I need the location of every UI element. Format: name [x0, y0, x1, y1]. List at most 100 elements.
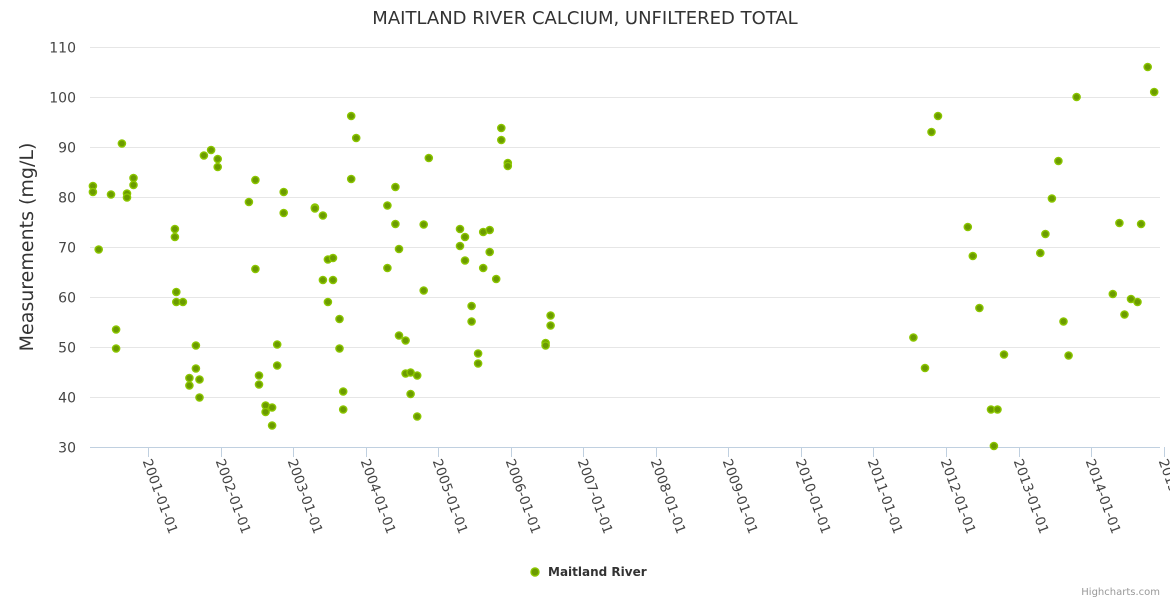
- data-point[interactable]: [213, 162, 222, 172]
- data-point[interactable]: [968, 251, 978, 261]
- data-point[interactable]: [496, 123, 506, 133]
- data-point[interactable]: [546, 321, 555, 330]
- data-point[interactable]: [467, 301, 476, 311]
- data-point[interactable]: [412, 412, 422, 421]
- data-point[interactable]: [1136, 219, 1146, 229]
- data-point[interactable]: [993, 405, 1002, 414]
- data-point[interactable]: [1108, 289, 1118, 299]
- data-point[interactable]: [485, 225, 495, 235]
- credits-link[interactable]: Highcharts.com: [1081, 587, 1160, 598]
- data-point[interactable]: [473, 359, 483, 368]
- data-point[interactable]: [279, 208, 289, 218]
- series-maitland-river[interactable]: [88, 62, 1159, 451]
- data-point[interactable]: [503, 161, 513, 171]
- data-point[interactable]: [455, 241, 465, 251]
- data-point[interactable]: [346, 174, 356, 184]
- data-point[interactable]: [920, 363, 930, 373]
- data-point[interactable]: [267, 421, 277, 430]
- data-point[interactable]: [111, 344, 121, 353]
- data-point[interactable]: [383, 263, 392, 273]
- data-point[interactable]: [1041, 229, 1050, 239]
- data-point[interactable]: [391, 182, 400, 192]
- data-point[interactable]: [496, 135, 506, 145]
- data-point[interactable]: [927, 127, 936, 137]
- data-point[interactable]: [251, 264, 260, 274]
- legend-symbol[interactable]: [530, 567, 540, 577]
- data-point[interactable]: [909, 333, 918, 342]
- data-point[interactable]: [394, 331, 404, 340]
- data-point[interactable]: [394, 244, 404, 254]
- data-point[interactable]: [206, 145, 216, 155]
- data-point[interactable]: [267, 403, 277, 412]
- data-point[interactable]: [117, 139, 127, 148]
- data-point[interactable]: [419, 286, 429, 295]
- data-point[interactable]: [88, 187, 98, 197]
- data-point[interactable]: [310, 204, 320, 213]
- data-point[interactable]: [254, 371, 264, 380]
- data-point[interactable]: [412, 371, 422, 380]
- data-point[interactable]: [933, 111, 943, 121]
- data-point[interactable]: [1133, 297, 1142, 307]
- data-point[interactable]: [279, 187, 289, 197]
- data-point[interactable]: [546, 311, 555, 320]
- data-point[interactable]: [541, 341, 550, 350]
- data-point[interactable]: [351, 133, 361, 143]
- data-point[interactable]: [1072, 92, 1081, 102]
- data-point[interactable]: [261, 407, 270, 417]
- data-point[interactable]: [213, 154, 222, 164]
- data-point[interactable]: [106, 190, 116, 199]
- data-point[interactable]: [272, 340, 282, 349]
- data-point[interactable]: [199, 151, 209, 160]
- data-point[interactable]: [323, 297, 333, 307]
- data-point[interactable]: [460, 232, 470, 242]
- data-point[interactable]: [975, 303, 984, 313]
- data-point[interactable]: [989, 441, 999, 451]
- data-point[interactable]: [122, 193, 132, 202]
- data-point[interactable]: [94, 245, 103, 254]
- data-point[interactable]: [467, 317, 476, 326]
- data-point[interactable]: [191, 364, 201, 373]
- data-point[interactable]: [191, 341, 201, 350]
- data-point[interactable]: [1059, 317, 1068, 326]
- data-point[interactable]: [1149, 87, 1159, 97]
- data-point[interactable]: [195, 375, 204, 384]
- data-point[interactable]: [1036, 248, 1045, 258]
- data-point[interactable]: [129, 173, 138, 183]
- data-point[interactable]: [406, 389, 415, 399]
- data-point[interactable]: [478, 263, 488, 273]
- data-point[interactable]: [1064, 351, 1073, 360]
- data-point[interactable]: [170, 224, 180, 234]
- data-point[interactable]: [455, 224, 465, 234]
- data-point[interactable]: [328, 253, 338, 263]
- legend-item-maitland-river[interactable]: Maitland River: [548, 565, 647, 579]
- data-point[interactable]: [185, 373, 194, 383]
- data-point[interactable]: [129, 180, 138, 190]
- data-point[interactable]: [318, 275, 328, 285]
- data-point[interactable]: [999, 350, 1009, 359]
- legend[interactable]: Maitland River: [530, 565, 647, 579]
- data-point[interactable]: [178, 297, 188, 307]
- data-point[interactable]: [491, 274, 501, 284]
- data-point[interactable]: [460, 256, 470, 265]
- data-point[interactable]: [485, 247, 495, 257]
- data-point[interactable]: [1120, 310, 1129, 319]
- data-point[interactable]: [963, 222, 973, 232]
- data-point[interactable]: [1047, 194, 1057, 203]
- data-point[interactable]: [473, 349, 483, 358]
- data-point[interactable]: [419, 220, 429, 229]
- data-point[interactable]: [401, 336, 410, 345]
- data-point[interactable]: [424, 153, 434, 163]
- data-point[interactable]: [391, 219, 400, 229]
- data-point[interactable]: [1115, 218, 1124, 228]
- data-point[interactable]: [338, 387, 348, 396]
- data-point[interactable]: [195, 393, 204, 402]
- data-point[interactable]: [171, 287, 181, 297]
- data-point[interactable]: [244, 197, 254, 207]
- data-point[interactable]: [338, 405, 348, 414]
- data-point[interactable]: [1143, 62, 1152, 72]
- data-point[interactable]: [328, 275, 338, 285]
- data-point[interactable]: [318, 211, 328, 220]
- data-point[interactable]: [383, 201, 392, 210]
- data-point[interactable]: [111, 325, 121, 334]
- data-point[interactable]: [335, 314, 344, 324]
